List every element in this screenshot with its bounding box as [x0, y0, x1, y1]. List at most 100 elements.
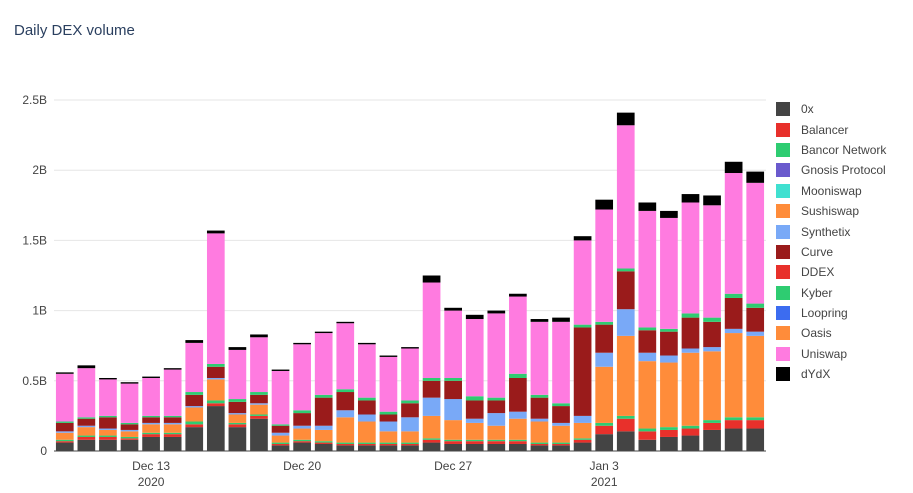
legend-item[interactable]: Loopring	[776, 303, 911, 323]
chart-title: Daily DEX volume	[14, 22, 135, 39]
bar-segment	[358, 397, 376, 401]
bar-segment	[55, 431, 74, 433]
bar-segment	[250, 394, 268, 404]
bar-segment	[465, 319, 484, 397]
bar-segment	[228, 414, 247, 423]
legend-item[interactable]: Curve	[776, 242, 911, 262]
bar-segment	[465, 396, 484, 401]
bar-segment	[703, 420, 721, 423]
legend-item[interactable]: DDEX	[776, 262, 911, 282]
bar-stack	[120, 382, 139, 451]
bar-segment	[465, 422, 484, 440]
bar-segment	[573, 324, 592, 328]
bar-segment	[681, 313, 700, 318]
bar-segment	[681, 352, 700, 426]
bar-segment	[55, 442, 74, 451]
bar-stack	[401, 347, 419, 451]
legend-item[interactable]: 0x	[776, 99, 911, 119]
bar-segment	[120, 436, 139, 439]
legend-item[interactable]: Bancor Network	[776, 140, 911, 160]
legend-item[interactable]: Gnosis Protocol	[776, 160, 911, 180]
bar-segment	[228, 424, 247, 428]
legend-item[interactable]: Uniswap	[776, 344, 911, 364]
bar-segment	[487, 413, 506, 426]
bar-segment	[293, 344, 311, 411]
x-tick-label: Dec 13	[132, 459, 170, 473]
bar-segment	[206, 377, 225, 380]
y-axis: 0 0.5B 1B 1.5B 2B 2.5B	[22, 93, 47, 458]
bar-stack	[271, 369, 290, 451]
bar-segment	[358, 442, 376, 444]
bar-stack	[703, 195, 721, 451]
bar-segment	[185, 407, 204, 422]
bar-segment	[530, 445, 549, 451]
legend-item[interactable]: Oasis	[776, 323, 911, 343]
legend-item[interactable]: Synthetix	[776, 221, 911, 241]
bar-segment	[358, 443, 376, 446]
bar-segment	[228, 427, 247, 451]
bar-segment	[422, 275, 441, 283]
bar-segment	[314, 333, 333, 395]
bar-segment	[336, 392, 355, 411]
bar-segment	[444, 310, 462, 378]
bar-segment	[681, 348, 700, 353]
bar-segment	[595, 209, 614, 322]
bar-segment	[271, 432, 290, 436]
bar-segment	[293, 428, 311, 440]
bar-segment	[616, 418, 635, 432]
bar-segment	[163, 434, 182, 437]
bar-segment	[77, 439, 96, 451]
bar-segment	[746, 307, 765, 332]
bar-segment	[530, 319, 549, 322]
bar-segment	[163, 368, 182, 370]
bar-segment	[595, 422, 614, 426]
bar-segment	[336, 389, 355, 393]
bar-segment	[724, 297, 743, 329]
bar-segment	[660, 210, 678, 218]
bar-segment	[573, 422, 592, 439]
bar-segment	[487, 397, 506, 401]
bar-segment	[379, 445, 398, 451]
bar-segment	[487, 425, 506, 440]
bar-segment	[228, 347, 247, 350]
bar-segment	[379, 443, 398, 446]
legend-swatch	[776, 346, 790, 361]
legend-item[interactable]: Mooniswap	[776, 181, 911, 201]
x-tick-label: Dec 27	[434, 459, 472, 473]
legend-item[interactable]: Sushiswap	[776, 201, 911, 221]
bar-segment	[228, 422, 247, 425]
legend-item[interactable]: Balancer	[776, 119, 911, 139]
bar-segment	[271, 443, 290, 446]
bar-segment	[595, 352, 614, 367]
bar-segment	[99, 379, 117, 416]
bar-segment	[703, 205, 721, 318]
bar-segment	[336, 321, 355, 324]
bar-segment	[616, 125, 635, 269]
legend-swatch	[776, 204, 790, 219]
bar-stack	[379, 355, 398, 451]
bar-segment	[77, 435, 96, 437]
bar-stack	[616, 112, 635, 451]
bar-segment	[120, 424, 139, 430]
legend-swatch	[776, 285, 790, 300]
bar-segment	[185, 392, 204, 395]
legend-item[interactable]: Kyber	[776, 283, 911, 303]
legend-swatch	[776, 122, 790, 137]
bar-segment	[465, 418, 484, 423]
bar-segment	[142, 417, 160, 423]
legend-label: Gnosis Protocol	[801, 163, 886, 178]
bar-segment	[401, 445, 419, 451]
bar-segment	[746, 428, 765, 451]
bar-segment	[616, 271, 635, 310]
legend-swatch	[776, 224, 790, 239]
legend-swatch	[776, 244, 790, 259]
bar-segment	[595, 324, 614, 353]
bar-segment	[142, 376, 160, 378]
bar-segment	[250, 418, 268, 451]
bar-segment	[660, 217, 678, 329]
bar-segment	[293, 441, 311, 443]
legend-item[interactable]: dYdX	[776, 364, 911, 384]
bar-segment	[724, 173, 743, 294]
bar-segment	[703, 429, 721, 451]
